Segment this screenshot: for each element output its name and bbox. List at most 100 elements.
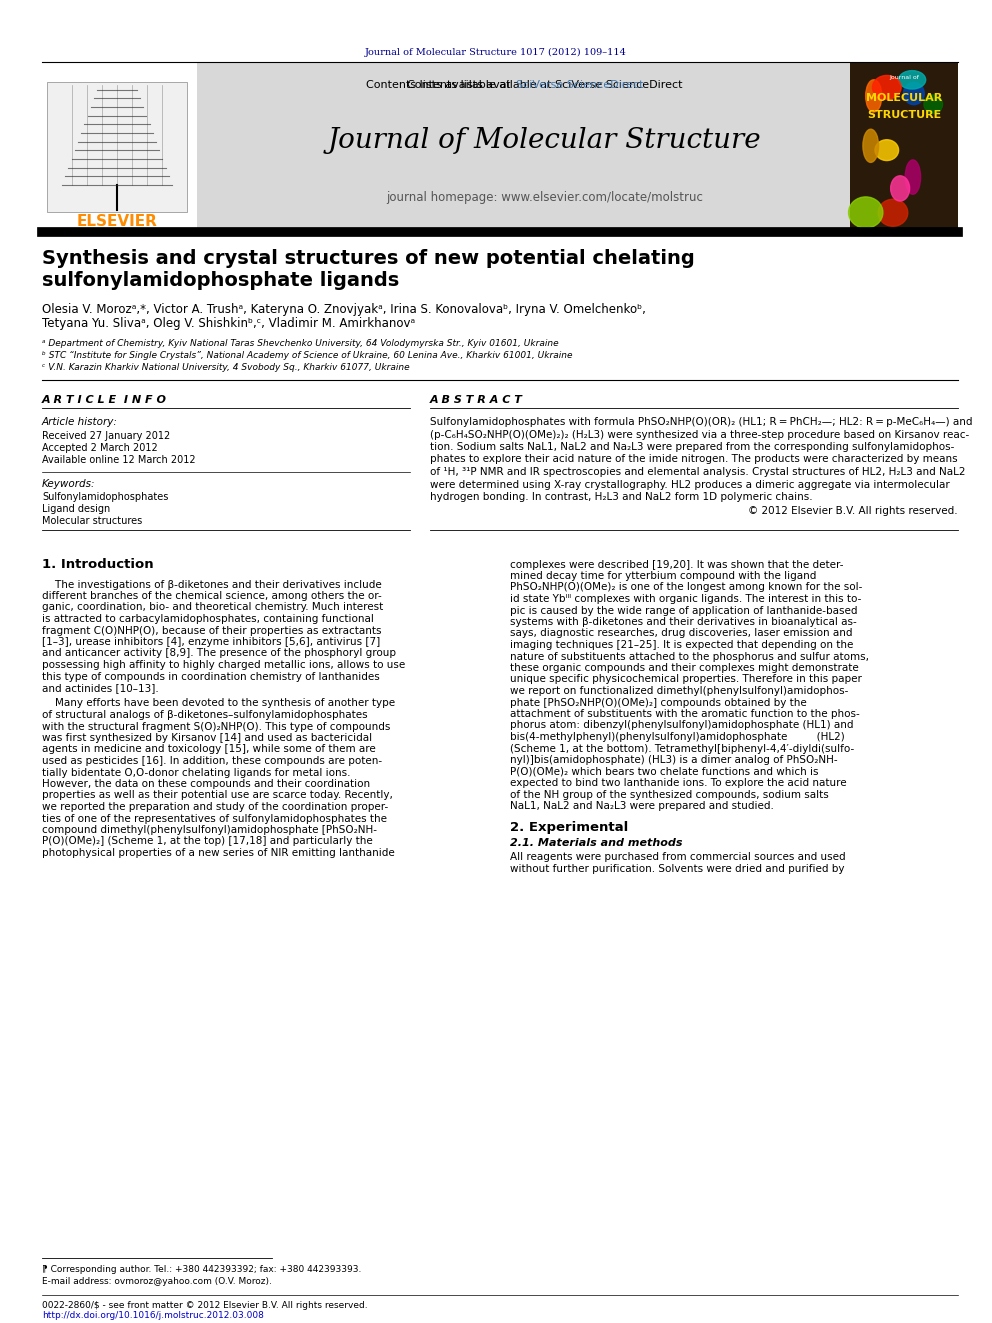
Text: this type of compounds in coordination chemistry of lanthanides: this type of compounds in coordination c… (42, 672, 380, 681)
Text: (p-C₆H₄SO₂NHP(O)(OMe)₂)₂ (H₂L3) were synthesized via a three-step procedure base: (p-C₆H₄SO₂NHP(O)(OMe)₂)₂ (H₂L3) were syn… (430, 430, 969, 439)
Text: possessing high affinity to highly charged metallic ions, allows to use: possessing high affinity to highly charg… (42, 660, 406, 669)
Text: systems with β-diketones and their derivatives in bioanalytical as-: systems with β-diketones and their deriv… (510, 617, 857, 627)
Text: Keywords:: Keywords: (42, 479, 95, 490)
Text: complexes were described [19,20]. It was shown that the deter-: complexes were described [19,20]. It was… (510, 560, 843, 569)
Text: Tetyana Yu. Slivaᵃ, Oleg V. Shishkinᵇ,ᶜ, Vladimir M. Amirkhanovᵃ: Tetyana Yu. Slivaᵃ, Oleg V. Shishkinᵇ,ᶜ,… (42, 318, 415, 331)
Text: STRUCTURE: STRUCTURE (867, 110, 941, 120)
Text: 1. Introduction: 1. Introduction (42, 558, 154, 572)
Text: of ¹H, ³¹P NMR and IR spectroscopies and elemental analysis. Crystal structures : of ¹H, ³¹P NMR and IR spectroscopies and… (430, 467, 965, 478)
Bar (42, 64, 197, 230)
Text: tion. Sodium salts NaL1, NaL2 and Na₂L3 were prepared from the corresponding sul: tion. Sodium salts NaL1, NaL2 and Na₂L3 … (430, 442, 954, 452)
Text: journal homepage: www.elsevier.com/locate/molstruc: journal homepage: www.elsevier.com/locat… (386, 192, 703, 205)
Text: photophysical properties of a new series of NIR emitting lanthanide: photophysical properties of a new series… (42, 848, 395, 859)
Text: Contents lists available at SciVerse ScienceDirect: Contents lists available at SciVerse Sci… (407, 79, 682, 90)
Text: ties of one of the representatives of sulfonylamidophosphates the: ties of one of the representatives of su… (42, 814, 387, 823)
Text: mined decay time for ytterbium compound with the ligand: mined decay time for ytterbium compound … (510, 572, 816, 581)
Text: attachment of substituents with the aromatic function to the phos-: attachment of substituents with the arom… (510, 709, 860, 718)
Text: unique specific physicochemical properties. Therefore in this paper: unique specific physicochemical properti… (510, 675, 862, 684)
Text: ELSEVIER: ELSEVIER (76, 214, 158, 229)
Ellipse shape (878, 200, 908, 226)
Text: (Scheme 1, at the bottom). Tetramethyl[biphenyl-4,4′-diyldi(sulfo-: (Scheme 1, at the bottom). Tetramethyl[b… (510, 744, 854, 754)
Bar (850, 64, 958, 230)
Text: sulfonylamidophosphate ligands: sulfonylamidophosphate ligands (42, 270, 399, 290)
Text: Ligand design: Ligand design (42, 504, 110, 515)
Text: ᵇ STC “Institute for Single Crystals”, National Academy of Science of Ukraine, 6: ᵇ STC “Institute for Single Crystals”, N… (42, 352, 572, 360)
Text: All reagents were purchased from commercial sources and used: All reagents were purchased from commerc… (510, 852, 845, 863)
Text: phates to explore their acid nature of the imide nitrogen. The products were cha: phates to explore their acid nature of t… (430, 455, 957, 464)
Text: Olesia V. Morozᵃ,*, Victor A. Trushᵃ, Kateryna O. Znovjyakᵃ, Irina S. Konovalova: Olesia V. Morozᵃ,*, Victor A. Trushᵃ, Ka… (42, 303, 646, 316)
Text: we report on functionalized dimethyl(phenylsulfonyl)amidophos-: we report on functionalized dimethyl(phe… (510, 687, 848, 696)
Text: ᵃ Department of Chemistry, Kyiv National Taras Shevchenko University, 64 Volodym: ᵃ Department of Chemistry, Kyiv National… (42, 340, 558, 348)
Text: Sulfonylamidophosphates with formula PhSO₂NHP(O)(OR)₂ (HL1; R = PhCH₂—; HL2: R =: Sulfonylamidophosphates with formula PhS… (430, 417, 972, 427)
Text: hydrogen bonding. In contrast, H₂L3 and NaL2 form 1D polymeric chains.: hydrogen bonding. In contrast, H₂L3 and … (430, 492, 812, 501)
Text: says, diagnostic researches, drug discoveries, laser emission and: says, diagnostic researches, drug discov… (510, 628, 852, 639)
Text: ganic, coordination, bio- and theoretical chemistry. Much interest: ganic, coordination, bio- and theoretica… (42, 602, 383, 613)
Text: The investigations of β-diketones and their derivatives include: The investigations of β-diketones and th… (42, 579, 382, 590)
Text: pic is caused by the wide range of application of lanthanide-based: pic is caused by the wide range of appli… (510, 606, 857, 615)
Text: However, the data on these compounds and their coordination: However, the data on these compounds and… (42, 779, 370, 789)
Text: was first synthesized by Kirsanov [14] and used as bactericidal: was first synthesized by Kirsanov [14] a… (42, 733, 372, 744)
Text: nyl)]bis(amidophosphate) (HL3) is a dimer analog of PhSO₂NH-: nyl)]bis(amidophosphate) (HL3) is a dime… (510, 755, 837, 765)
Ellipse shape (875, 140, 899, 160)
Text: Available online 12 March 2012: Available online 12 March 2012 (42, 455, 195, 464)
Text: Received 27 January 2012: Received 27 January 2012 (42, 431, 171, 441)
Text: is attracted to carbacylamidophosphates, containing functional: is attracted to carbacylamidophosphates,… (42, 614, 374, 624)
Text: Contents lists available at: Contents lists available at (366, 79, 515, 90)
Text: without further purification. Solvents were dried and purified by: without further purification. Solvents w… (510, 864, 844, 875)
Text: A R T I C L E  I N F O: A R T I C L E I N F O (42, 396, 167, 405)
Text: properties as well as their potential use are scarce today. Recently,: properties as well as their potential us… (42, 791, 393, 800)
Bar (47, 82, 187, 212)
Text: we reported the preparation and study of the coordination proper-: we reported the preparation and study of… (42, 802, 388, 812)
Text: expected to bind two lanthanide ions. To explore the acid nature: expected to bind two lanthanide ions. To… (510, 778, 846, 789)
Text: fragment C(O)NHP(O), because of their properties as extractants: fragment C(O)NHP(O), because of their pr… (42, 626, 382, 635)
Ellipse shape (905, 160, 921, 194)
Text: PhSO₂NHP(O)(OMe)₂ is one of the longest among known for the sol-: PhSO₂NHP(O)(OMe)₂ is one of the longest … (510, 582, 862, 593)
Text: 2.1. Materials and methods: 2.1. Materials and methods (510, 839, 682, 848)
Text: P(O)(OMe)₂ which bears two chelate functions and which is: P(O)(OMe)₂ which bears two chelate funct… (510, 766, 818, 777)
Ellipse shape (866, 79, 882, 112)
Text: these organic compounds and their complexes might demonstrate: these organic compounds and their comple… (510, 663, 859, 673)
Text: Synthesis and crystal structures of new potential chelating: Synthesis and crystal structures of new … (42, 249, 694, 267)
Ellipse shape (891, 176, 910, 201)
Text: were determined using X-ray crystallography. HL2 produces a dimeric aggregate vi: were determined using X-ray crystallogra… (430, 479, 949, 490)
Text: Journal of Molecular Structure 1017 (2012) 109–114: Journal of Molecular Structure 1017 (201… (365, 48, 627, 57)
Text: NaL1, NaL2 and Na₂L3 were prepared and studied.: NaL1, NaL2 and Na₂L3 were prepared and s… (510, 800, 774, 811)
Ellipse shape (872, 75, 901, 99)
Text: Journal of: Journal of (889, 75, 919, 81)
Ellipse shape (848, 197, 883, 228)
Text: and actinides [10–13].: and actinides [10–13]. (42, 683, 159, 693)
Ellipse shape (863, 130, 879, 163)
Text: ᶜ V.N. Karazin Kharkiv National University, 4 Svobody Sq., Kharkiv 61077, Ukrain: ᶜ V.N. Karazin Kharkiv National Universi… (42, 364, 410, 373)
Text: E-mail address: ovmoroz@yahoo.com (O.V. Moroz).: E-mail address: ovmoroz@yahoo.com (O.V. … (42, 1278, 272, 1286)
Text: of the NH group of the synthesized compounds, sodium salts: of the NH group of the synthesized compo… (510, 790, 828, 799)
Text: imaging techniques [21–25]. It is expected that depending on the: imaging techniques [21–25]. It is expect… (510, 640, 853, 650)
Text: compound dimethyl(phenylsulfonyl)amidophosphate [PhSO₂NH-: compound dimethyl(phenylsulfonyl)amidoph… (42, 826, 377, 835)
Text: phate [PhSO₂NHP(O)(OMe)₂] compounds obtained by the: phate [PhSO₂NHP(O)(OMe)₂] compounds obta… (510, 697, 806, 708)
Text: agents in medicine and toxicology [15], while some of them are: agents in medicine and toxicology [15], … (42, 745, 376, 754)
Text: of structural analogs of β-diketones–sulfonylamidophosphates: of structural analogs of β-diketones–sul… (42, 710, 368, 720)
Text: different branches of the chemical science, among others the or-: different branches of the chemical scien… (42, 591, 382, 601)
Text: SciVerse ScienceDirect: SciVerse ScienceDirect (517, 79, 644, 90)
Text: nature of substituents attached to the phosphorus and sulfur atoms,: nature of substituents attached to the p… (510, 651, 869, 662)
Text: tially bidentate O,O-donor chelating ligands for metal ions.: tially bidentate O,O-donor chelating lig… (42, 767, 350, 778)
Text: Molecular structures: Molecular structures (42, 516, 142, 527)
Text: Article history:: Article history: (42, 417, 118, 427)
Text: MOLECULAR: MOLECULAR (866, 93, 942, 103)
Bar (197, 64, 892, 230)
Text: Journal of Molecular Structure: Journal of Molecular Structure (327, 127, 761, 155)
Text: P(O)(OMe)₂] (Scheme 1, at the top) [17,18] and particularly the: P(O)(OMe)₂] (Scheme 1, at the top) [17,1… (42, 836, 373, 847)
Text: ⁋ Corresponding author. Tel.: +380 442393392; fax: +380 442393393.: ⁋ Corresponding author. Tel.: +380 44239… (42, 1266, 361, 1274)
Text: Many efforts have been devoted to the synthesis of another type: Many efforts have been devoted to the sy… (42, 699, 395, 709)
Text: Sulfonylamidophosphates: Sulfonylamidophosphates (42, 492, 169, 501)
Text: [1–3], urease inhibitors [4], enzyme inhibitors [5,6], antivirus [7]: [1–3], urease inhibitors [4], enzyme inh… (42, 636, 380, 647)
Text: with the structural fragment S(O)₂NHP(O). This type of compounds: with the structural fragment S(O)₂NHP(O)… (42, 721, 391, 732)
Text: 2. Experimental: 2. Experimental (510, 822, 628, 833)
Text: phorus atom: dibenzyl(phenylsulfonyl)amidophosphate (HL1) and: phorus atom: dibenzyl(phenylsulfonyl)ami… (510, 721, 853, 730)
Ellipse shape (904, 82, 925, 105)
Text: and anticancer activity [8,9]. The presence of the phosphoryl group: and anticancer activity [8,9]. The prese… (42, 648, 396, 659)
Text: bis(4-methylphenyl)(phenylsulfonyl)amidophosphate         (HL2): bis(4-methylphenyl)(phenylsulfonyl)amido… (510, 732, 845, 742)
Text: id state Ybᴵᴵᴵ complexes with organic ligands. The interest in this to-: id state Ybᴵᴵᴵ complexes with organic li… (510, 594, 861, 605)
Text: © 2012 Elsevier B.V. All rights reserved.: © 2012 Elsevier B.V. All rights reserved… (748, 507, 958, 516)
Text: used as pesticides [16]. In addition, these compounds are poten-: used as pesticides [16]. In addition, th… (42, 755, 382, 766)
Ellipse shape (899, 70, 926, 89)
